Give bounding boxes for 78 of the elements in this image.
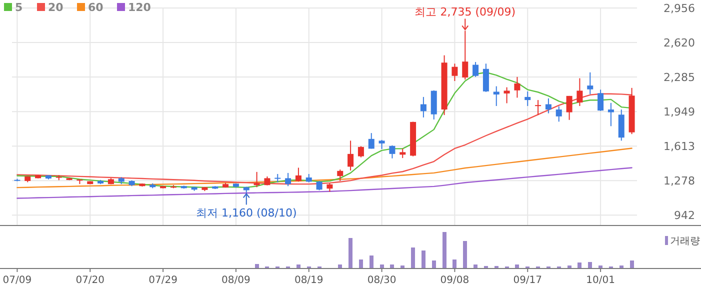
bar [390,264,394,268]
candlestick [608,102,614,127]
candlestick [295,167,302,182]
candlestick [472,61,479,78]
bar [380,264,384,268]
bar [588,262,592,268]
candlestick [358,146,364,158]
annotation: 최저 1,160 (08/10) [196,206,297,220]
candlestick [274,173,281,183]
bar [598,265,603,268]
bar [567,265,572,268]
y-tick-label: 2,620 [664,36,695,50]
bar [400,265,405,268]
candlestick [504,86,510,104]
bar [421,250,426,268]
candlestick [514,76,520,98]
x-tick-label: 08/09 [222,275,250,286]
candlestick [576,78,583,107]
bar [452,260,457,268]
bar [411,247,416,268]
x-tick-label: 07/20 [76,275,105,286]
candlestick [545,98,552,114]
bar [358,260,363,268]
candlestick [337,169,344,182]
y-tick-label: 1,278 [664,174,695,188]
candlestick [524,90,531,107]
x-tick-label: 07/09 [2,275,32,286]
legend-label: 60 [88,1,104,14]
candlestick [482,63,489,92]
candlestick [420,96,426,118]
candlestick [389,144,396,159]
bar [578,262,582,268]
bar [432,260,436,268]
x-tick-label: 09/08 [440,275,470,286]
bar [338,264,342,268]
candlestick [368,132,374,150]
bar [515,264,520,268]
x-tick-label: 10/01 [586,275,615,286]
bar [254,264,259,268]
bar [442,232,446,268]
x-tick-label: 09/17 [513,275,542,286]
x-tick-label: 08/19 [294,275,324,286]
candlestick [598,89,604,112]
bar [630,260,634,268]
bar [463,241,468,268]
y-tick-label: 942 [674,208,695,222]
candlestick [430,90,437,120]
bar [474,264,478,268]
y-tick-label: 2,956 [664,2,695,15]
x-tick-label: 08/30 [367,275,396,286]
candlestick [378,139,385,150]
bar [348,238,353,268]
candlestick [452,63,458,82]
annotation: 최고 2,735 (09/09) [414,6,516,19]
candlestick [587,72,594,95]
candlestick [348,140,354,171]
candlestick [400,148,406,159]
legend-label: 120 [128,1,152,14]
candlestick [493,86,500,107]
bar [619,265,624,268]
line-series [16,167,632,199]
bar [296,264,300,268]
candlestick [556,106,562,122]
y-tick-label: 1,613 [664,140,695,153]
candlestick [618,109,624,142]
legend-label: 20 [48,1,64,14]
candlestick [316,180,322,191]
legend-label: 5 [15,1,23,14]
y-tick-label: 1,949 [664,105,695,118]
candlestick [535,100,542,116]
bar [369,255,374,268]
candlestick [462,30,468,80]
candlestick [566,95,572,120]
line-series [16,148,632,188]
candlestick [285,172,292,187]
y-tick-label: 2,285 [664,70,695,84]
x-tick-label: 07/29 [148,275,178,286]
legend-label: 거래량 [670,236,700,247]
